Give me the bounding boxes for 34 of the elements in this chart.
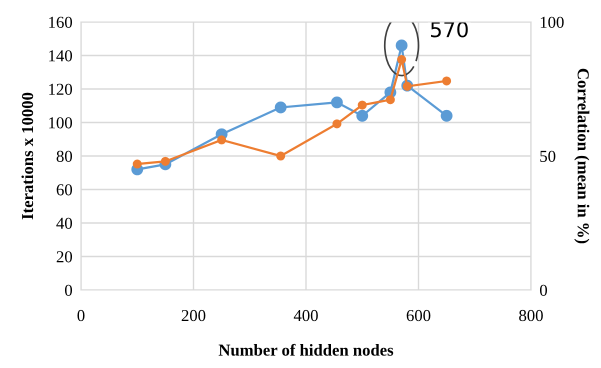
y-tick-label: 0 xyxy=(64,284,72,296)
point xyxy=(332,119,342,128)
x-tick-label: 0 xyxy=(77,310,85,322)
x-tick-label: 600 xyxy=(406,310,430,322)
y-tick-label: 40 xyxy=(56,218,72,229)
y2-tick-label: 100 xyxy=(540,16,564,28)
point xyxy=(331,96,343,108)
x-tick-label: 800 xyxy=(519,310,543,322)
y2-tick-label: 0 xyxy=(540,284,548,296)
y-tick-label: 100 xyxy=(49,117,72,128)
y-axis-title: Iterations x 10000 xyxy=(21,92,34,220)
point xyxy=(276,151,286,161)
point xyxy=(397,55,406,64)
point xyxy=(358,100,367,110)
y-tick-label: 20 xyxy=(56,251,72,262)
y2-axis-title: Correlation (mean in %) xyxy=(574,68,590,244)
point xyxy=(217,135,226,144)
x-axis-title: Number of hidden nodes xyxy=(218,344,394,356)
point xyxy=(442,76,452,86)
point xyxy=(396,40,408,52)
point xyxy=(356,110,368,122)
point xyxy=(160,156,170,166)
y-tick-label: 120 xyxy=(49,84,72,95)
x-tick-label: 200 xyxy=(182,310,206,322)
y-tick-label: 80 xyxy=(56,150,72,162)
point xyxy=(132,160,142,169)
y-tick-label: 140 xyxy=(49,50,72,62)
x-tick-label: 400 xyxy=(294,310,318,322)
point xyxy=(274,102,287,114)
y2-tick-label: 50 xyxy=(540,150,556,162)
point xyxy=(440,110,453,122)
point xyxy=(386,95,395,104)
y-tick-label: 60 xyxy=(56,184,72,196)
y-tick-label: 160 xyxy=(49,16,72,28)
